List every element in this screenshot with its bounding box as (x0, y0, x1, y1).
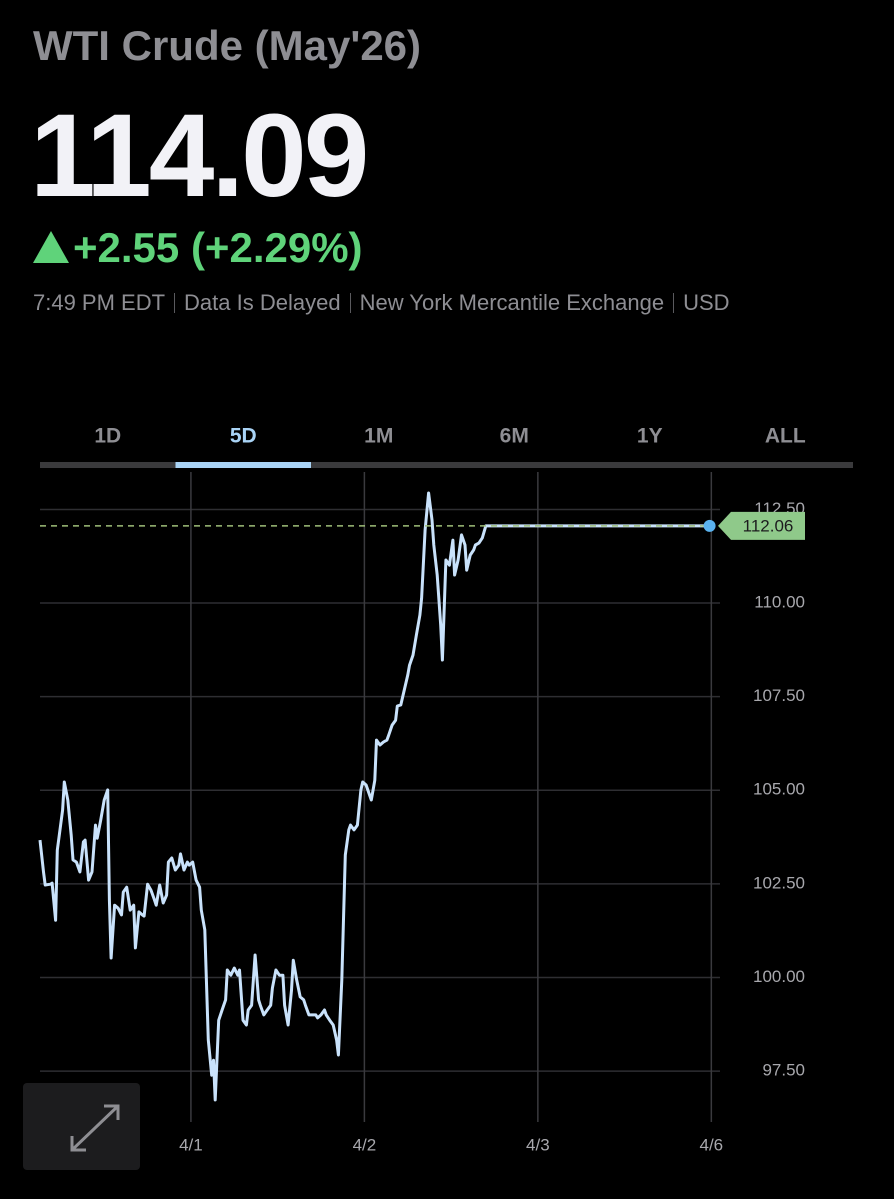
y-tick-label: 100.00 (753, 967, 805, 986)
info-line: 7:49 PM EDT Data Is Delayed New York Merca… (33, 290, 730, 316)
title: WTI Crude (May'26) (33, 22, 422, 69)
expand-icon (70, 1104, 120, 1152)
tab[interactable]: ALL (765, 425, 806, 448)
last-price-tag (718, 511, 805, 540)
info-item: 7:49 PM EDT (33, 290, 166, 315)
last-price-label: 112.06 (743, 516, 794, 535)
change: +2.55 (+2.29%) (73, 224, 363, 271)
y-tick-label: 102.50 (753, 873, 805, 892)
last-point (703, 519, 716, 532)
tab-track (40, 462, 853, 468)
tab[interactable]: 1M (364, 425, 393, 448)
x-tick-label: 4/1 (179, 1135, 203, 1154)
expand-button[interactable] (23, 1083, 140, 1170)
y-tick-label: 110.00 (754, 593, 805, 612)
price: 114.09 (30, 90, 369, 222)
separator (673, 293, 675, 313)
tab[interactable]: 1D (94, 425, 121, 448)
y-tick-label: 97.50 (762, 1061, 805, 1080)
y-tick-label: 107.50 (753, 686, 805, 705)
y-tick-label: 105.00 (753, 780, 805, 799)
info-item: USD (683, 290, 730, 315)
tab[interactable]: 5D (230, 425, 257, 448)
up-arrow (33, 231, 69, 263)
separator (349, 293, 351, 313)
tab[interactable]: 6M (500, 425, 529, 448)
tab-indicator (175, 462, 311, 468)
info-item: Data Is Delayed (184, 290, 341, 315)
info-item: New York Mercantile Exchange (359, 290, 665, 315)
x-tick-label: 4/3 (526, 1135, 550, 1154)
x-tick-label: 4/6 (700, 1135, 724, 1154)
price-line (38, 491, 710, 1102)
tab[interactable]: 1Y (637, 425, 663, 448)
separator (174, 293, 176, 313)
x-tick-label: 4/2 (353, 1135, 377, 1154)
